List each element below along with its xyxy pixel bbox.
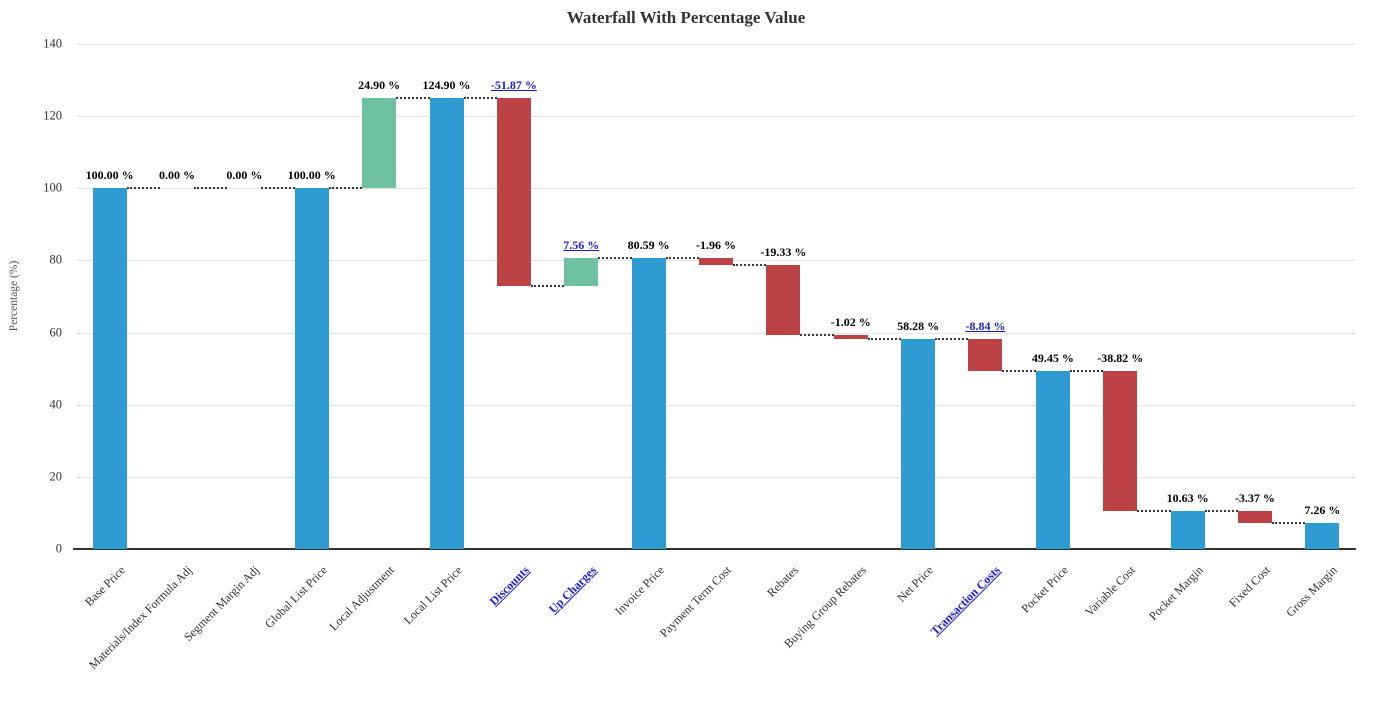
x-category-label-net-price: Net Price <box>894 563 936 605</box>
gridline <box>76 116 1356 118</box>
x-category-label-local-adjustment: Local Adjustment <box>326 563 398 634</box>
y-tick-label: 100 <box>43 180 62 195</box>
x-category-label-up-charges[interactable]: Up Charges <box>546 563 600 617</box>
bar-gross-margin[interactable] <box>1305 522 1340 549</box>
waterfall-connector <box>665 257 699 260</box>
bar-base-price[interactable] <box>92 188 127 549</box>
x-category-label-discounts[interactable]: Discounts <box>486 563 532 609</box>
waterfall-connector <box>194 187 228 190</box>
gridline <box>76 44 1356 45</box>
gridline <box>76 188 1356 190</box>
chart-title: Waterfall With Percentage Value <box>566 8 806 27</box>
waterfall-connector <box>396 97 430 100</box>
waterfall-connector <box>1204 509 1238 512</box>
waterfall-connector <box>530 284 565 287</box>
x-category-label-fixed-cost: Fixed Cost <box>1225 563 1273 610</box>
bar-value-label-pocket-price: 49.45 % <box>1031 350 1074 365</box>
gridline <box>76 404 1356 406</box>
y-tick-label: 40 <box>49 397 63 412</box>
waterfall-connector <box>328 187 363 190</box>
bar-value-label-fixed-cost: -3.37 % <box>1234 490 1275 505</box>
y-tick-label: 140 <box>43 36 62 51</box>
bar-value-label-gross-margin: 7.26 % <box>1304 502 1341 517</box>
y-tick-label: 20 <box>49 469 63 484</box>
bar-pocket-margin[interactable] <box>1170 510 1205 549</box>
x-category-label-variable-cost: Variable Cost <box>1082 563 1139 619</box>
y-tick-label: 60 <box>49 325 63 340</box>
y-axis-title: Percentage (%) <box>8 260 20 332</box>
waterfall-connector <box>126 187 161 190</box>
gridline <box>76 476 1356 478</box>
bar-discounts[interactable] <box>496 98 531 286</box>
x-category-label-invoice-price: Invoice Price <box>611 563 667 618</box>
bar-local-adjustment[interactable] <box>362 98 397 189</box>
bar-value-label-segment-margin-adj: 0.00 % <box>226 168 263 183</box>
x-category-label-payment-term-cost: Payment Term Cost <box>656 563 734 641</box>
bar-value-label-variable-cost: -38.82 % <box>1097 350 1144 365</box>
bar-value-label-materials-index-formula-adj: 0.00 % <box>159 168 196 183</box>
bar-up-charges[interactable] <box>564 258 599 286</box>
bar-value-label-discounts[interactable]: -51.87 % <box>490 78 537 93</box>
waterfall-connector <box>1069 369 1104 372</box>
bar-value-label-rebates: -19.33 % <box>760 245 807 260</box>
x-axis-line <box>73 548 1356 550</box>
x-category-label-base-price: Base Price <box>81 563 128 609</box>
waterfall-connector <box>1137 509 1171 512</box>
waterfall-connector <box>800 334 834 337</box>
bar-pocket-price[interactable] <box>1035 370 1070 549</box>
waterfall-connector <box>867 337 902 340</box>
waterfall-connector <box>463 97 497 100</box>
bar-invoice-price[interactable] <box>631 258 666 549</box>
bar-variable-cost[interactable] <box>1103 370 1138 511</box>
bar-local-list-price[interactable] <box>429 98 464 549</box>
waterfall-connector <box>1002 369 1036 372</box>
x-category-label-global-list-price: Global List Price <box>261 563 330 631</box>
bar-net-price[interactable] <box>901 338 936 549</box>
y-tick-label: 120 <box>43 108 62 123</box>
bar-fixed-cost[interactable] <box>1237 510 1272 523</box>
x-category-label-transaction-costs[interactable]: Transaction Costs <box>928 563 1004 639</box>
waterfall-connector <box>1271 521 1306 524</box>
bar-value-label-net-price: 58.28 % <box>897 318 940 333</box>
x-category-label-rebates: Rebates <box>764 563 802 600</box>
x-category-label-pocket-price: Pocket Price <box>1018 563 1071 616</box>
bar-rebates[interactable] <box>766 265 801 336</box>
bar-value-label-base-price: 100.00 % <box>85 168 134 183</box>
waterfall-connector <box>261 187 295 190</box>
waterfall-connector <box>935 337 969 340</box>
bar-global-list-price[interactable] <box>294 188 329 549</box>
y-tick-label: 0 <box>55 541 62 556</box>
bar-value-label-local-list-price: 124.90 % <box>422 78 471 93</box>
bar-value-label-buying-group-rebates: -1.02 % <box>830 315 871 330</box>
x-category-label-pocket-margin: Pocket Margin <box>1145 563 1206 623</box>
bar-transaction-costs[interactable] <box>968 338 1003 371</box>
waterfall-connector <box>733 264 767 267</box>
bar-payment-term-cost[interactable] <box>699 258 733 266</box>
x-category-label-local-list-price: Local List Price <box>400 563 465 628</box>
bar-value-label-pocket-margin: 10.63 % <box>1166 490 1209 505</box>
bar-value-label-up-charges[interactable]: 7.56 % <box>563 238 600 253</box>
bar-value-label-payment-term-cost: -1.96 % <box>696 238 736 253</box>
bar-value-label-transaction-costs[interactable]: -8.84 % <box>965 318 1006 333</box>
bar-value-label-local-adjustment: 24.90 % <box>358 78 401 93</box>
bar-value-label-invoice-price: 80.59 % <box>627 238 670 253</box>
x-category-label-gross-margin: Gross Margin <box>1283 563 1341 620</box>
bar-buying-group-rebates[interactable] <box>833 335 868 339</box>
gridline <box>76 332 1356 334</box>
y-tick-label: 80 <box>49 252 63 267</box>
waterfall-connector <box>598 257 632 260</box>
bar-value-label-global-list-price: 100.00 % <box>287 168 336 183</box>
